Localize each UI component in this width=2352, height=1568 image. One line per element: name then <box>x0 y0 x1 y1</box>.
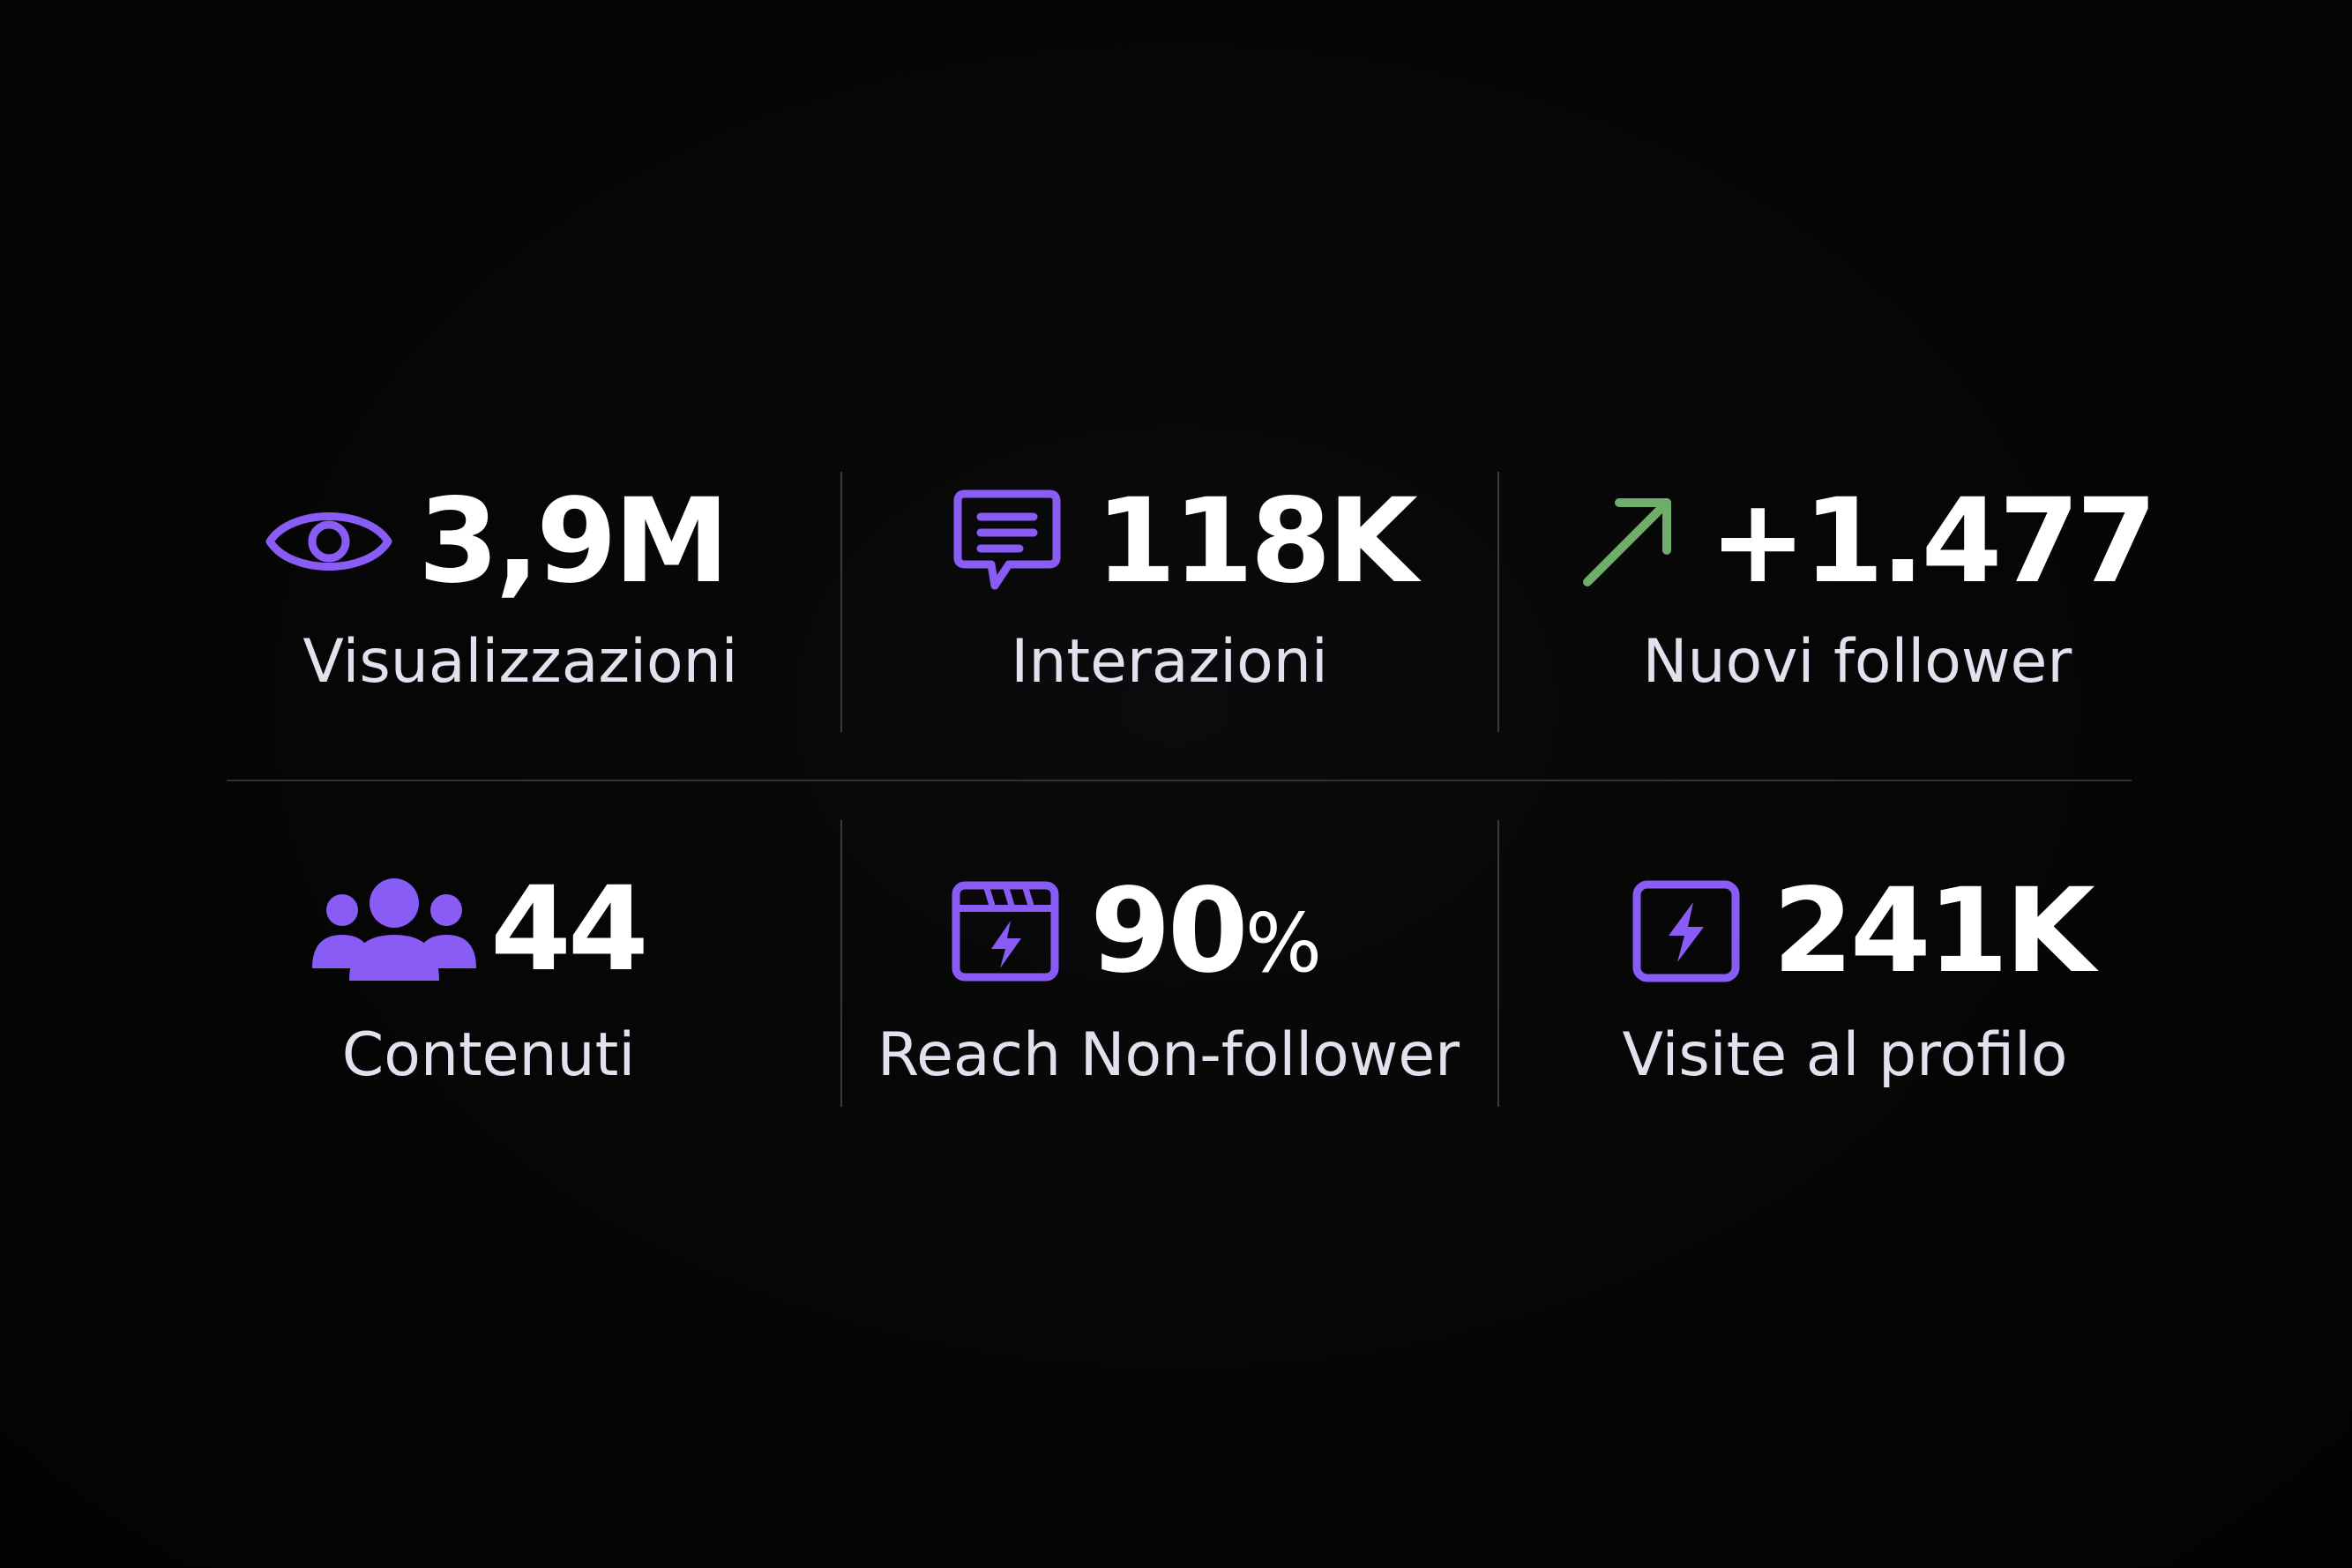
eye-icon <box>265 499 393 584</box>
chat-bubble-icon <box>951 487 1064 596</box>
arrow-up-right-icon <box>1579 492 1677 591</box>
column-divider <box>1497 472 1499 732</box>
stat-value: 118K <box>1095 474 1418 609</box>
stat-number: 90 <box>1090 863 1249 999</box>
column-divider <box>840 472 842 732</box>
column-divider <box>1497 820 1499 1107</box>
stat-label: Visualizzazioni <box>302 627 738 697</box>
users-group-icon <box>310 877 478 982</box>
bolt-square-icon <box>1631 879 1741 983</box>
stat-unit: % <box>1244 896 1323 990</box>
stat-value: 44 <box>490 862 649 997</box>
stat-value: +1.477 <box>1709 474 2157 609</box>
stat-label: Nuovi follower <box>1642 627 2072 697</box>
row-divider <box>227 780 2132 781</box>
clapperboard-bolt-icon <box>951 880 1060 982</box>
stat-value: 90% <box>1090 873 1322 989</box>
stat-label: Contenuti <box>341 1020 636 1090</box>
stat-value: 3,9M <box>418 474 729 609</box>
column-divider <box>840 820 842 1107</box>
stat-label: Visite al profilo <box>1622 1020 2068 1090</box>
stat-label: Interazioni <box>1011 627 1328 697</box>
stat-value: 241K <box>1773 863 2095 999</box>
stat-label: Reach Non-follower <box>877 1020 1460 1090</box>
